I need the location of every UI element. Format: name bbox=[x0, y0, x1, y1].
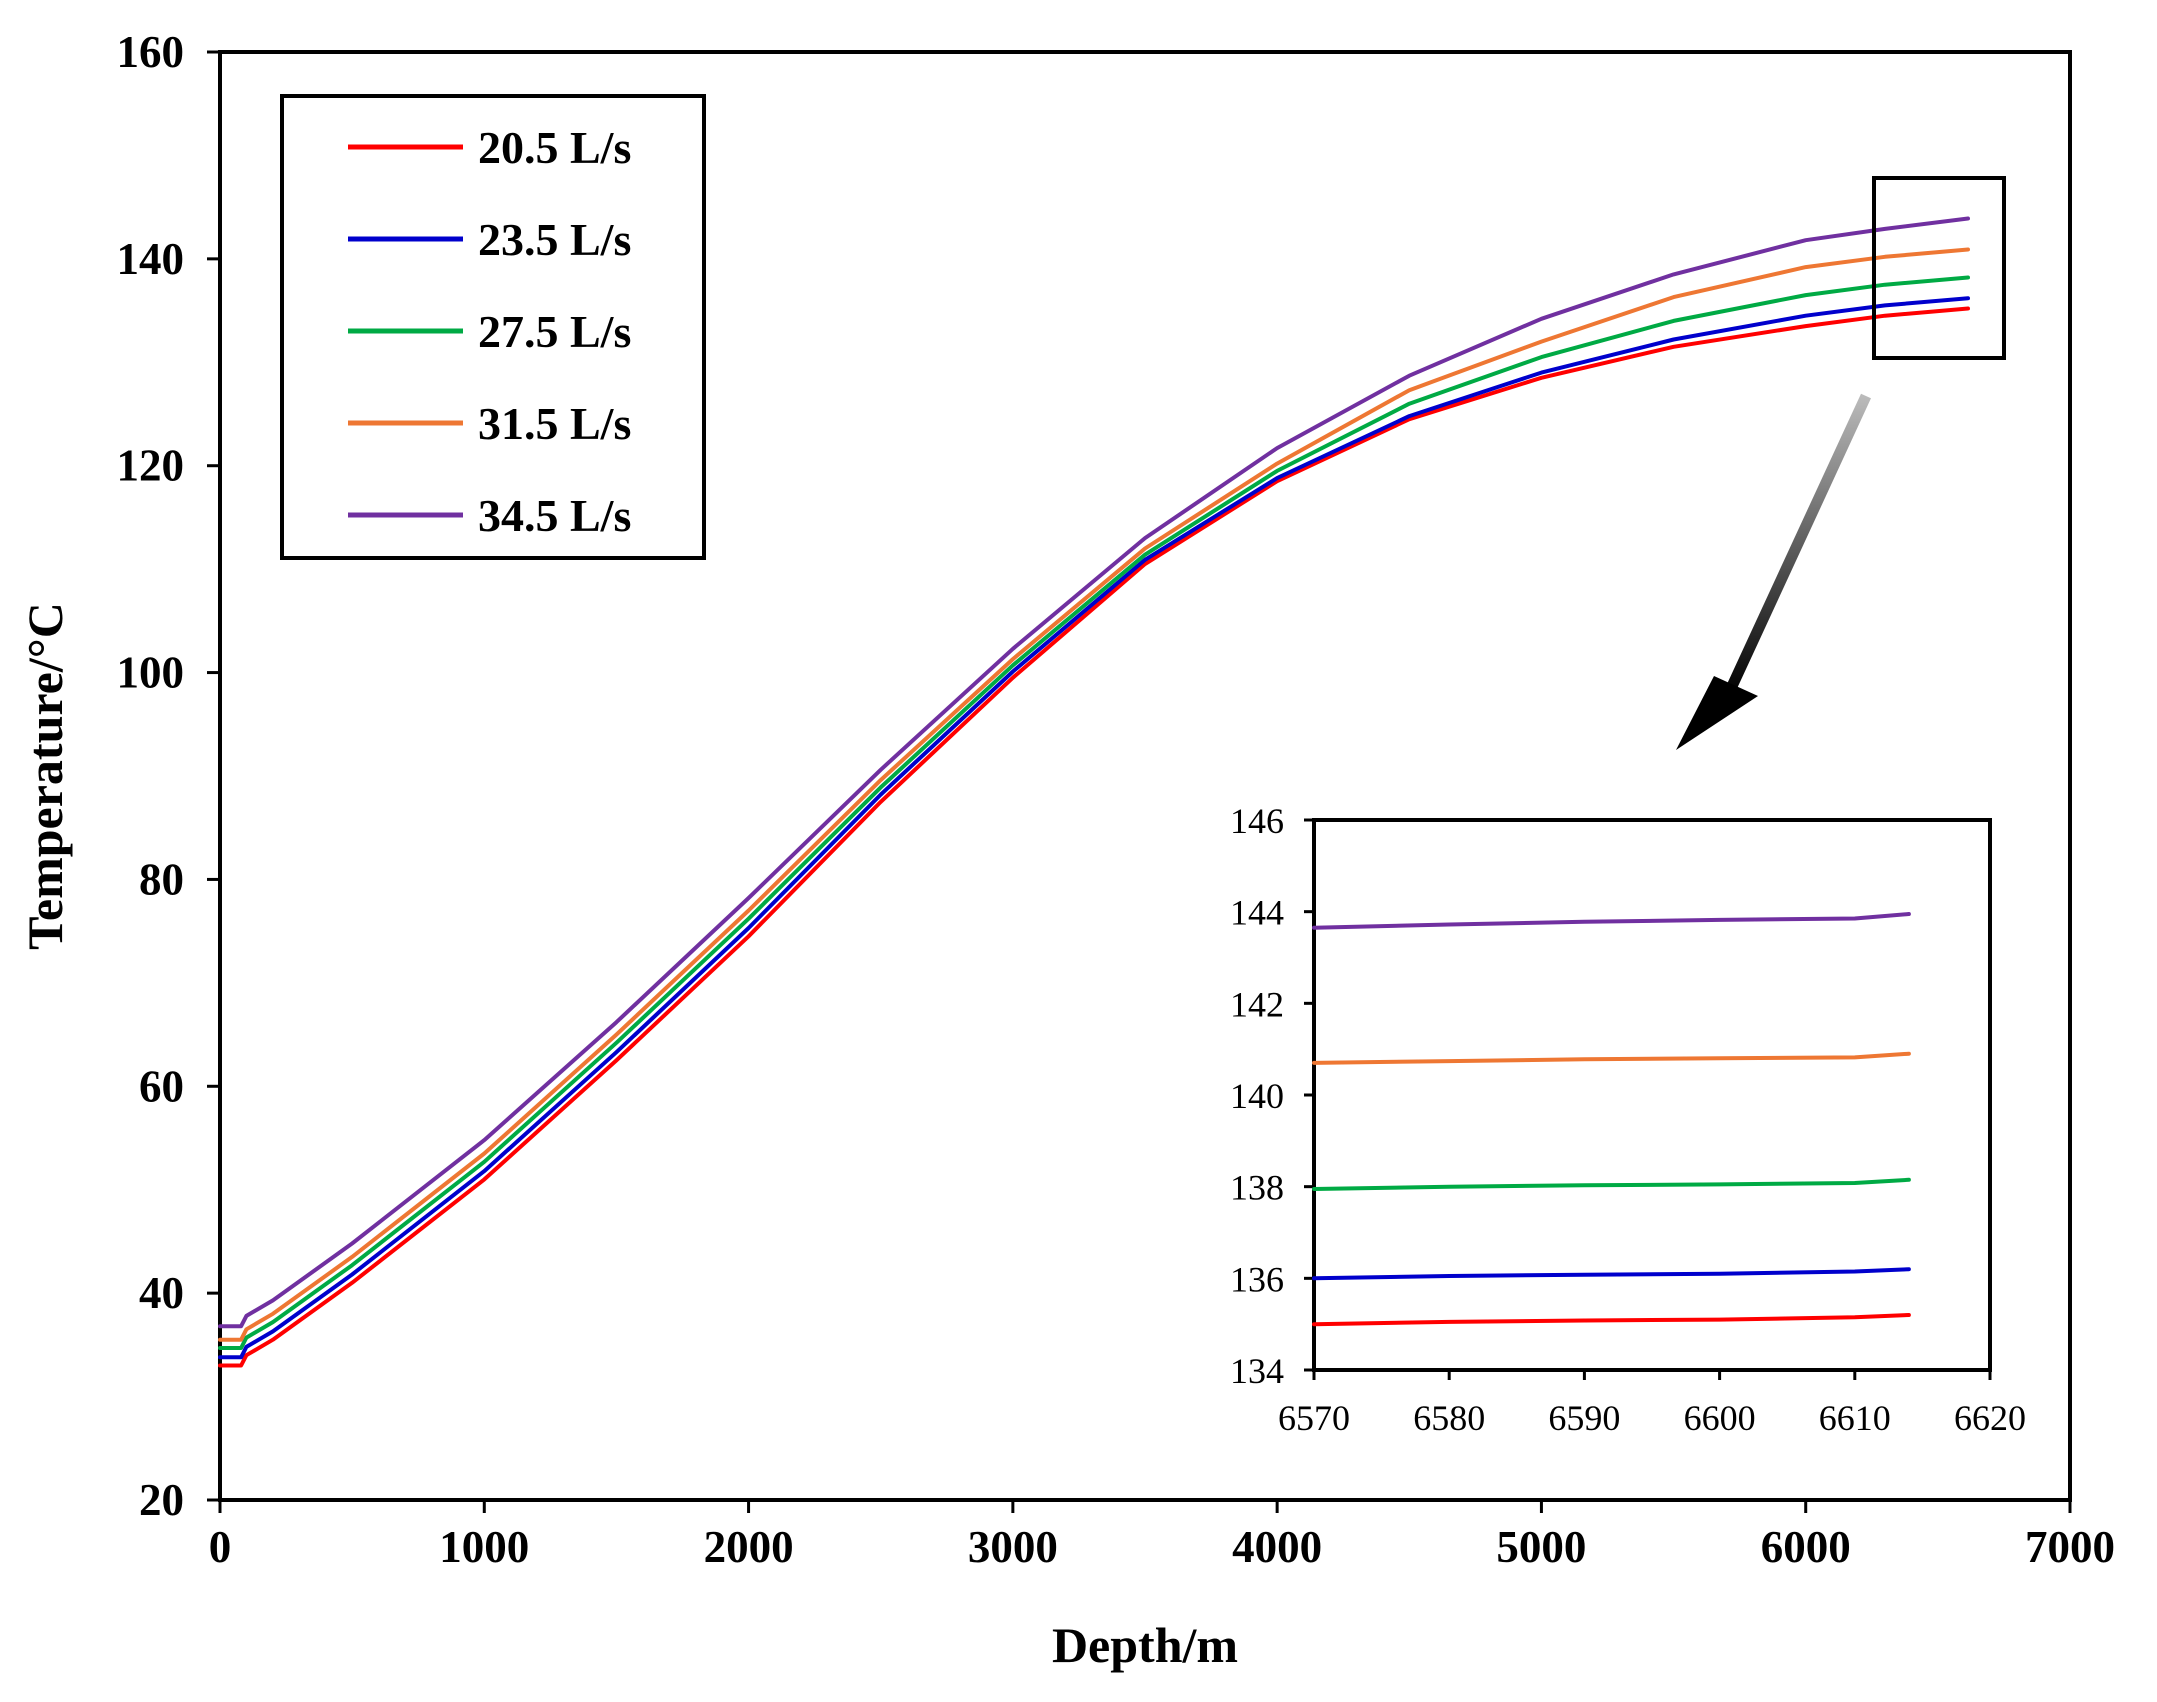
series-line-20-5-l-s bbox=[218, 306, 1970, 1368]
inset-y-tick-label: 134 bbox=[1230, 1351, 1284, 1391]
inset-x-tick-label: 6610 bbox=[1819, 1398, 1891, 1438]
legend-label-20-5-l-s: 20.5 L/s bbox=[478, 122, 631, 173]
inset-x-tick-label: 6600 bbox=[1684, 1398, 1756, 1438]
inset-y-tick-label: 142 bbox=[1230, 984, 1284, 1024]
inset-x-tick-label: 6620 bbox=[1954, 1398, 2026, 1438]
legend: 20.5 L/s 23.5 L/s 27.5 L/s 31.5 L/s 34.5 L/s bbox=[280, 94, 706, 560]
inset-series-line-31-5-l-s bbox=[1312, 1051, 1911, 1065]
x-tick-label: 2000 bbox=[704, 1522, 794, 1572]
zoom-region-box bbox=[1872, 176, 2006, 360]
inset-y-tick-label: 138 bbox=[1230, 1168, 1284, 1208]
legend-label-27-5-l-s: 27.5 L/s bbox=[478, 306, 631, 357]
y-tick-label: 140 bbox=[117, 234, 185, 284]
zoom-arrow-shaft bbox=[1723, 393, 1871, 698]
inset-chart: 6570 6580 6590 6600 6610 6620 134 136 138 140 142 1… bbox=[1230, 801, 2026, 1438]
inset-background bbox=[1314, 820, 1990, 1370]
zoom-indicator bbox=[1676, 176, 2006, 750]
legend-box bbox=[280, 94, 706, 560]
y-tick-label: 100 bbox=[117, 648, 185, 698]
legend-label-34-5-l-s: 34.5 L/s bbox=[478, 490, 631, 541]
main-chart: 0 1000 2000 3000 4000 5000 6000 7000 20 40 60 80 100… bbox=[17, 27, 2115, 1673]
inset-x-tick-label: 6590 bbox=[1548, 1398, 1620, 1438]
inset-x-tick-label: 6570 bbox=[1278, 1398, 1350, 1438]
x-tick-label: 4000 bbox=[1232, 1522, 1322, 1572]
inset-y-tick-label: 146 bbox=[1230, 801, 1284, 841]
inset-series-line-23-5-l-s bbox=[1312, 1267, 1911, 1281]
inset-y-tick-label: 140 bbox=[1230, 1076, 1284, 1116]
inset-series-line-20-5-l-s bbox=[1312, 1313, 1911, 1327]
y-tick-label: 20 bbox=[139, 1475, 184, 1525]
y-tick-label: 80 bbox=[139, 854, 184, 904]
legend-label-31-5-l-s: 31.5 L/s bbox=[478, 398, 631, 449]
y-tick-label: 160 bbox=[117, 27, 185, 77]
y-tick-label: 60 bbox=[139, 1061, 184, 1111]
inset-series-line-34-5-l-s bbox=[1312, 912, 1911, 930]
y-axis-title: Temperature/°C bbox=[17, 602, 73, 950]
y-tick-label: 40 bbox=[139, 1268, 184, 1318]
y-tick-label: 120 bbox=[117, 441, 185, 491]
series-line-23-5-l-s bbox=[218, 296, 1970, 1360]
x-tick-label: 6000 bbox=[1761, 1522, 1851, 1572]
series-line-34-5-l-s bbox=[218, 216, 1970, 1329]
x-tick-label: 7000 bbox=[2025, 1522, 2115, 1572]
plot-frame bbox=[218, 50, 2072, 1502]
inset-y-tick-label: 136 bbox=[1230, 1259, 1284, 1299]
zoom-arrow-head bbox=[1676, 676, 1758, 750]
x-tick-label: 1000 bbox=[439, 1522, 529, 1572]
x-tick-label: 0 bbox=[209, 1522, 232, 1572]
inset-series-line-27-5-l-s bbox=[1312, 1177, 1911, 1191]
series-line-27-5-l-s bbox=[218, 275, 1970, 1350]
x-axis-title: Depth/m bbox=[1052, 1617, 1238, 1673]
inset-y-tick-label: 144 bbox=[1230, 893, 1284, 933]
inset-x-tick-label: 6580 bbox=[1413, 1398, 1485, 1438]
x-tick-label: 3000 bbox=[968, 1522, 1058, 1572]
series-line-31-5-l-s bbox=[218, 247, 1970, 1342]
x-tick-label: 5000 bbox=[1496, 1522, 1586, 1572]
legend-label-23-5-l-s: 23.5 L/s bbox=[478, 214, 631, 265]
